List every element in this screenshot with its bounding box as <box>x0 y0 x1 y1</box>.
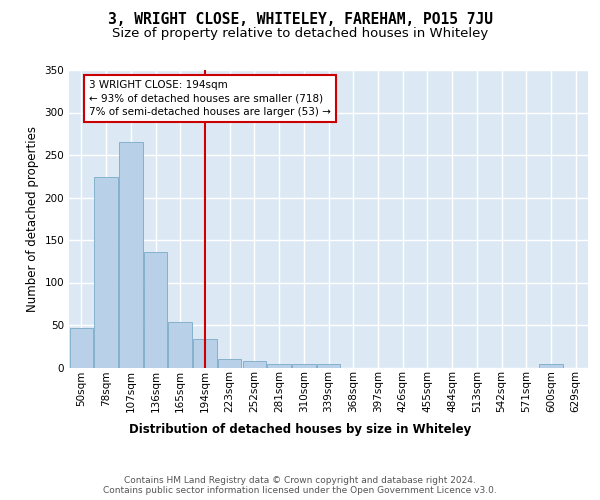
Text: Distribution of detached houses by size in Whiteley: Distribution of detached houses by size … <box>129 422 471 436</box>
Bar <box>119 142 143 368</box>
Bar <box>539 364 563 368</box>
Text: 3 WRIGHT CLOSE: 194sqm
← 93% of detached houses are smaller (718)
7% of semi-det: 3 WRIGHT CLOSE: 194sqm ← 93% of detached… <box>89 80 331 116</box>
Bar <box>317 364 340 368</box>
Bar <box>193 340 217 367</box>
Bar <box>292 364 316 368</box>
Bar <box>144 252 167 368</box>
Bar <box>242 360 266 368</box>
Text: Contains HM Land Registry data © Crown copyright and database right 2024.
Contai: Contains HM Land Registry data © Crown c… <box>103 476 497 495</box>
Bar <box>94 177 118 368</box>
Bar <box>218 359 241 368</box>
Text: Size of property relative to detached houses in Whiteley: Size of property relative to detached ho… <box>112 28 488 40</box>
Y-axis label: Number of detached properties: Number of detached properties <box>26 126 39 312</box>
Bar <box>169 322 192 368</box>
Bar <box>70 328 93 368</box>
Text: 3, WRIGHT CLOSE, WHITELEY, FAREHAM, PO15 7JU: 3, WRIGHT CLOSE, WHITELEY, FAREHAM, PO15… <box>107 12 493 28</box>
Bar <box>268 364 291 368</box>
